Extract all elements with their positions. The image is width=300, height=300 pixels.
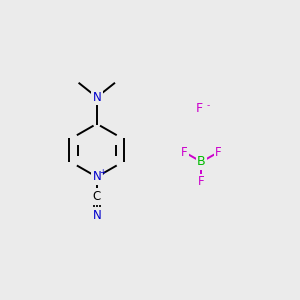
Text: B: B (197, 155, 206, 168)
Text: F: F (198, 175, 205, 188)
Text: F: F (196, 102, 203, 115)
Text: N: N (92, 91, 101, 104)
Text: F: F (215, 146, 222, 159)
Text: F: F (181, 146, 188, 159)
Text: N: N (92, 170, 101, 183)
Text: +: + (99, 168, 105, 177)
Text: C: C (93, 190, 101, 203)
Text: N: N (92, 208, 101, 221)
Text: -: - (206, 101, 209, 110)
